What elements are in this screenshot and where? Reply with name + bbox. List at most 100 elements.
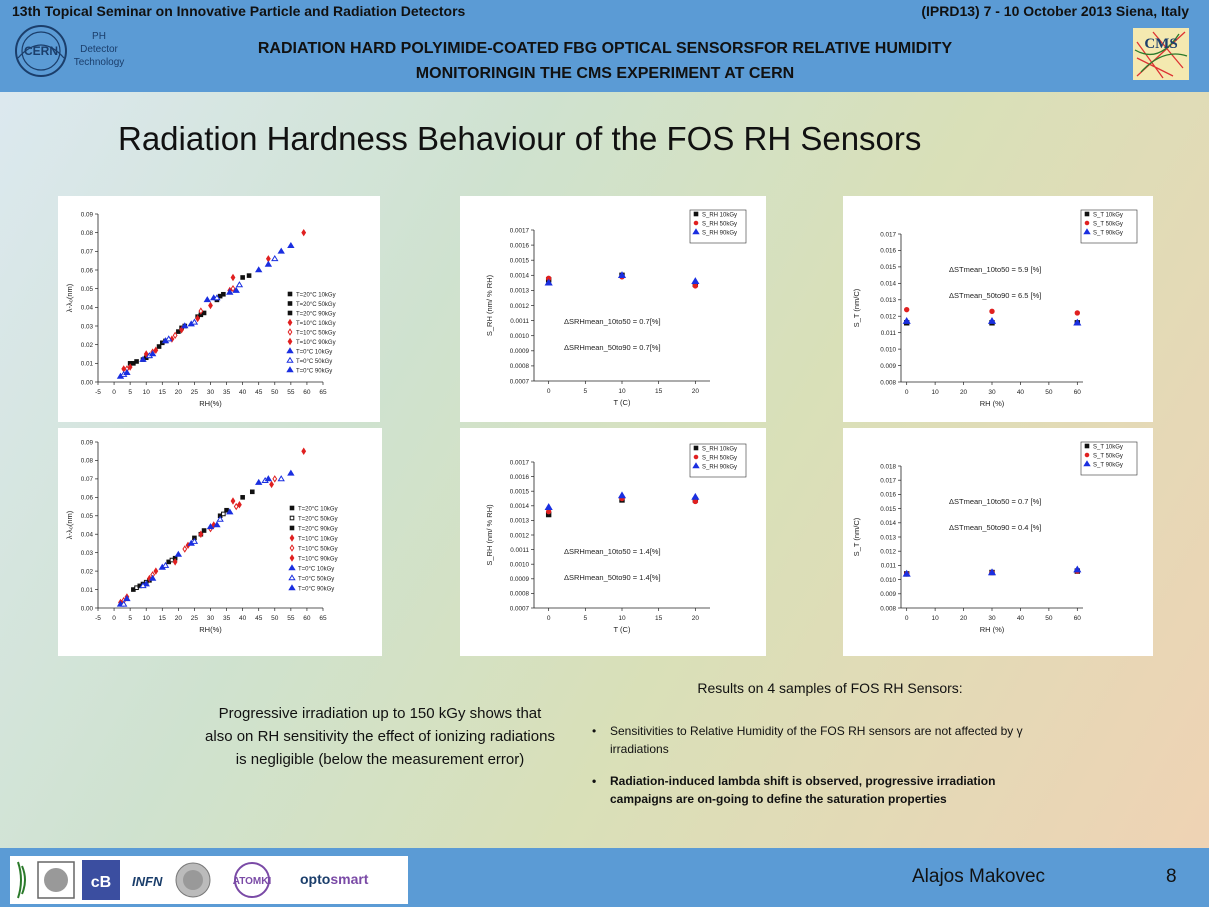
- data-point: [156, 344, 162, 349]
- data-point: [139, 355, 147, 362]
- y-tick-label: 0.0012: [510, 303, 530, 310]
- data-point: [190, 537, 199, 544]
- x-tick-label: 20: [175, 615, 183, 622]
- x-tick-label: 45: [255, 389, 263, 396]
- data-point: [216, 515, 224, 522]
- data-point: [544, 278, 553, 286]
- data-point: [203, 296, 211, 303]
- legend-label: T=0°C 90kGy: [298, 587, 334, 593]
- data-point: [221, 511, 226, 517]
- data-point: [211, 521, 217, 529]
- y-tick-label: 0.012: [880, 314, 896, 321]
- x-tick-label: 35: [223, 615, 231, 622]
- x-tick-label: 25: [191, 615, 199, 622]
- y-tick-label: 0.0009: [510, 348, 530, 355]
- x-tick-label: 10: [932, 389, 940, 396]
- chart-panel-shift-bottom: -5 0 5 10 15 20 25 30 35 40 45 50 55 60 65 0.00 0.01 0.02…: [58, 428, 382, 656]
- group-label: PH Detector Technology: [73, 31, 125, 68]
- x-tick-label: 0: [905, 615, 909, 622]
- y-tick-label: 0.0014: [510, 273, 530, 280]
- x-tick-label: 15: [159, 615, 167, 622]
- x-tick-label: 50: [271, 615, 279, 622]
- legend-marker: [288, 564, 296, 571]
- y-tick-label: 0.0007: [510, 378, 530, 385]
- y-tick-label: 0.05: [81, 286, 94, 293]
- cms-logo-text: CMS: [1144, 36, 1177, 52]
- data-point: [139, 582, 147, 589]
- x-tick-label: 0: [547, 615, 551, 622]
- data-point: [165, 335, 173, 342]
- legend-marker: [288, 584, 296, 591]
- chart-annotation: ΔSTmean_10to50 = 0.7 [%]: [949, 497, 1041, 506]
- event-dates: (IPRD13) 7 - 10 October 2013 Siena, Ital…: [921, 3, 1189, 19]
- legend-marker: [287, 301, 293, 306]
- data-point: [148, 350, 157, 357]
- chart-annotation: ΔSRHmean_50to90 = 1.4[%]: [564, 573, 661, 582]
- legend-label: S_T 90kGy: [1093, 231, 1123, 237]
- series-3: [118, 447, 307, 607]
- results-heading: Results on 4 samples of FOS RH Sensors:: [697, 680, 963, 696]
- y-tick-label: 0.0015: [510, 489, 530, 496]
- x-tick-label: 20: [175, 389, 183, 396]
- data-point: [691, 492, 700, 500]
- chart-shift-bottom: -5 0 5 10 15 20 25 30 35 40 45 50 55 60 65 0.00 0.01 0.02…: [65, 439, 338, 634]
- legend-marker: [287, 318, 293, 327]
- data-point: [240, 275, 245, 280]
- x-tick-label: 40: [1017, 615, 1025, 622]
- legend-marker: [1084, 443, 1090, 449]
- x-tick-label: 10: [618, 388, 626, 395]
- x-tick-label: 15: [159, 389, 167, 396]
- legend-label: T=0°C 10kGy: [296, 350, 332, 356]
- legend-label: T=20°C 50kGy: [298, 517, 338, 523]
- x-tick-label: 60: [1074, 389, 1082, 396]
- series-8: [123, 475, 273, 602]
- legend-label: T=20°C 10kGy: [298, 507, 338, 513]
- chart-annotation: ΔSRHmean_10to50 = 0.7[%]: [564, 317, 661, 326]
- irradiation-note: Progressive irradiation up to 150 kGy sh…: [205, 705, 555, 768]
- x-tick-label: -5: [95, 389, 101, 396]
- optosmart-logo-icon: optosmart: [300, 871, 369, 887]
- legend-box: [689, 443, 747, 478]
- data-point: [240, 495, 245, 500]
- legend-marker: [288, 574, 296, 581]
- data-point: [691, 277, 700, 285]
- y-tick-label: 0.02: [81, 342, 94, 349]
- legend-marker: [693, 220, 699, 226]
- legend-marker: [289, 534, 295, 542]
- data-point: [190, 318, 199, 325]
- y-axis-label: λ-λ₀(nm): [65, 510, 74, 539]
- legend-label: T=0°C 10kGy: [298, 567, 334, 573]
- y-tick-label: 0.008: [880, 379, 896, 386]
- y-axis-label: S_T (nm/C): [852, 288, 861, 327]
- series-1: [545, 495, 699, 515]
- y-tick-label: 0.008: [880, 605, 896, 612]
- data-point: [134, 359, 139, 364]
- data-point: [198, 307, 204, 315]
- header-bar: [0, 0, 1209, 92]
- y-tick-label: 0.010: [880, 346, 896, 353]
- x-tick-label: 30: [988, 615, 996, 622]
- y-tick-label: 0.017: [880, 478, 896, 485]
- x-tick-label: 45: [255, 615, 263, 622]
- legend-label: S_RH 90kGy: [702, 231, 737, 237]
- legend-label: T=20°C 90kGy: [296, 312, 336, 318]
- data-point: [277, 475, 285, 482]
- y-tick-label: 0.0017: [510, 459, 530, 466]
- legend-label: T=20°C 50kGy: [296, 302, 336, 308]
- series-3: [121, 228, 307, 373]
- x-tick-label: 50: [1045, 615, 1053, 622]
- data-point: [123, 595, 131, 602]
- x-tick-label: 0: [112, 389, 116, 396]
- data-point: [226, 508, 234, 515]
- data-point: [213, 294, 221, 301]
- legend-label: T=10°C 90kGy: [296, 340, 336, 346]
- chart-panel-st-bottom: 0 10 20 30 40 50 60 0.008 0.009 0.010 0.011 0.012 0.…: [843, 428, 1153, 656]
- legend-marker: [286, 366, 294, 373]
- data-point: [198, 530, 204, 538]
- x-tick-label: 10: [143, 389, 151, 396]
- university-seal-icon: [37, 861, 75, 899]
- chart-srh-bottom: 0 5 10 15 20 0.0007 0.0008 0.0009 0.0010 0.0011 0.…: [485, 443, 747, 634]
- y-tick-label: 0.015: [880, 506, 896, 513]
- cern-logo-text: CERN: [24, 44, 58, 58]
- cdb-logo-icon: [82, 860, 120, 900]
